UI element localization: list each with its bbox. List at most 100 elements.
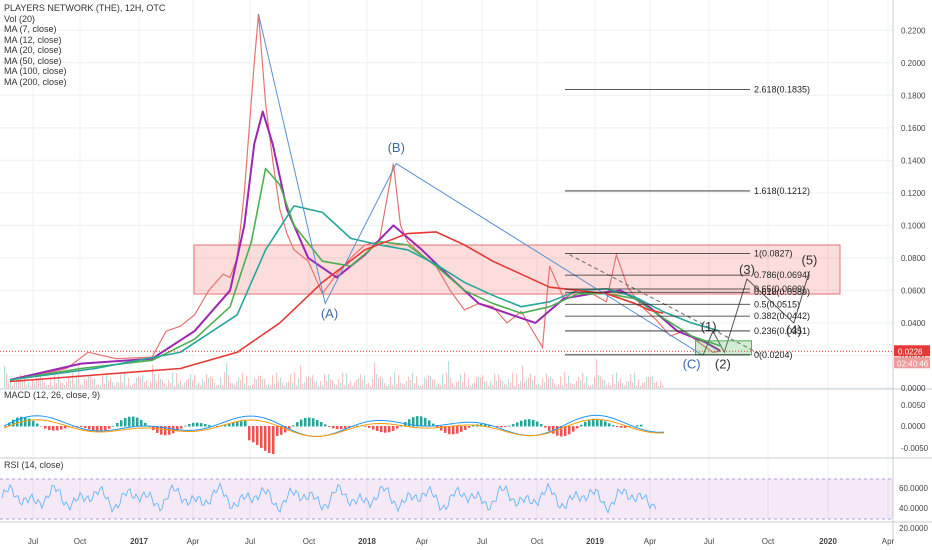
volume-bar xyxy=(442,374,444,388)
volume-bar xyxy=(456,381,458,388)
price-tick-6: 0.1000 xyxy=(901,221,926,230)
fib-label-8: 0.236(0.0351) xyxy=(754,326,810,336)
volume-bar xyxy=(224,372,226,388)
macd-hist-bar xyxy=(180,426,183,429)
indicator-5: MA (100, close) xyxy=(4,66,67,76)
volume-bar xyxy=(522,365,524,388)
volume-bar xyxy=(324,374,326,388)
macd-hist-bar xyxy=(608,423,611,427)
volume-bar xyxy=(420,385,422,388)
volume-bar xyxy=(648,376,650,388)
macd-hist-bar xyxy=(132,416,135,427)
volume-bar xyxy=(504,384,506,388)
volume-bar xyxy=(126,385,128,388)
volume-bar xyxy=(26,384,28,388)
volume-bar xyxy=(540,385,542,388)
volume-bar xyxy=(592,384,594,388)
volume-bar xyxy=(514,385,516,388)
volume-bar xyxy=(602,379,604,388)
volume-bar xyxy=(530,374,532,388)
macd-hist-bar xyxy=(28,418,31,427)
macd-hist-bar xyxy=(172,426,175,434)
macd-hist-bar xyxy=(416,416,419,427)
fib-label-3: 0.786(0.0694) xyxy=(754,270,810,280)
volume-bar xyxy=(546,373,548,388)
volume-bar xyxy=(340,382,342,388)
volume-bar xyxy=(396,383,398,388)
volume-bar xyxy=(580,379,582,388)
macd-hist-bar xyxy=(300,419,303,427)
countdown-tag xyxy=(894,357,930,369)
volume-bar xyxy=(92,379,94,388)
volume-bar xyxy=(564,372,566,388)
macd-hist-bar xyxy=(248,426,251,441)
time-tick-4: Jul xyxy=(245,537,255,546)
macd-tick-1: 0.0000 xyxy=(901,422,926,431)
macd-hist-bar xyxy=(616,426,619,428)
volume-bar xyxy=(238,377,240,388)
macd-hist-bar xyxy=(524,419,527,427)
price-tick-9: 0.0400 xyxy=(901,319,926,328)
volume-bar xyxy=(12,385,14,388)
volume-bar xyxy=(16,380,18,388)
volume-bar xyxy=(586,376,588,388)
volume-bar xyxy=(158,374,160,388)
volume-bar xyxy=(148,385,150,388)
macd-hist-bar xyxy=(484,424,487,427)
volume-bar xyxy=(318,385,320,388)
macd-signal-line xyxy=(3,418,665,437)
macd-hist-bar xyxy=(160,426,163,435)
volume-bar xyxy=(624,385,626,388)
volume-bar xyxy=(6,373,8,388)
macd-hist-bar xyxy=(120,420,123,427)
macd-hist-bar xyxy=(292,425,295,427)
volume-bar xyxy=(588,385,590,388)
volume-bar xyxy=(366,384,368,388)
volume-bar xyxy=(70,380,72,388)
volume-bar xyxy=(316,380,318,388)
volume-bar xyxy=(380,376,382,388)
volume-bars xyxy=(4,359,664,388)
volume-bar xyxy=(174,385,176,388)
macd-hist-bar xyxy=(560,426,563,437)
fib-label-0: 2.618(0.1835) xyxy=(754,85,810,95)
rsi-band xyxy=(0,479,893,519)
price-and-ma-lines xyxy=(0,13,893,383)
macd-hist-bar xyxy=(144,422,147,427)
volume-bar xyxy=(412,372,414,388)
volume-bar xyxy=(142,374,144,388)
volume-bar xyxy=(604,379,606,388)
volume-bar xyxy=(32,379,34,388)
macd-hist-bar xyxy=(592,418,595,427)
indicator-list: Vol (20) MA (7, close) MA (12, close) MA (2… xyxy=(4,14,165,88)
macd-hist-bar xyxy=(312,418,315,427)
abc-wave-line xyxy=(258,13,704,356)
volume-bar xyxy=(118,381,120,388)
macd-hist-bar xyxy=(420,416,423,427)
rsi-label: RSI (14, close) xyxy=(4,460,64,470)
volume-bar xyxy=(312,374,314,388)
macd-hist-bar xyxy=(340,426,343,430)
volume-bar xyxy=(434,379,436,388)
indicator-4: MA (50, close) xyxy=(4,55,62,66)
time-tick-13: Oct xyxy=(762,537,775,546)
volume-bar xyxy=(178,383,180,388)
macd-hist-bar xyxy=(408,419,411,427)
volume-bar xyxy=(124,372,126,388)
indicator-6: MA (200, close) xyxy=(4,76,67,87)
volume-bar xyxy=(444,383,446,388)
macd-hist-bar xyxy=(244,420,247,427)
volume-bar xyxy=(462,382,464,388)
macd-hist-bar xyxy=(276,426,279,437)
volume-bar xyxy=(406,381,408,388)
macd-hist-bar xyxy=(496,426,499,428)
volume-bar xyxy=(608,383,610,388)
volume-bar xyxy=(452,382,454,388)
macd-hist-bar xyxy=(572,426,575,432)
macd-hist-bar xyxy=(564,426,567,437)
macd-hist-bar xyxy=(516,422,519,427)
macd-hist-bar xyxy=(136,417,139,427)
volume-bar xyxy=(88,375,90,388)
volume-bar xyxy=(466,385,468,388)
